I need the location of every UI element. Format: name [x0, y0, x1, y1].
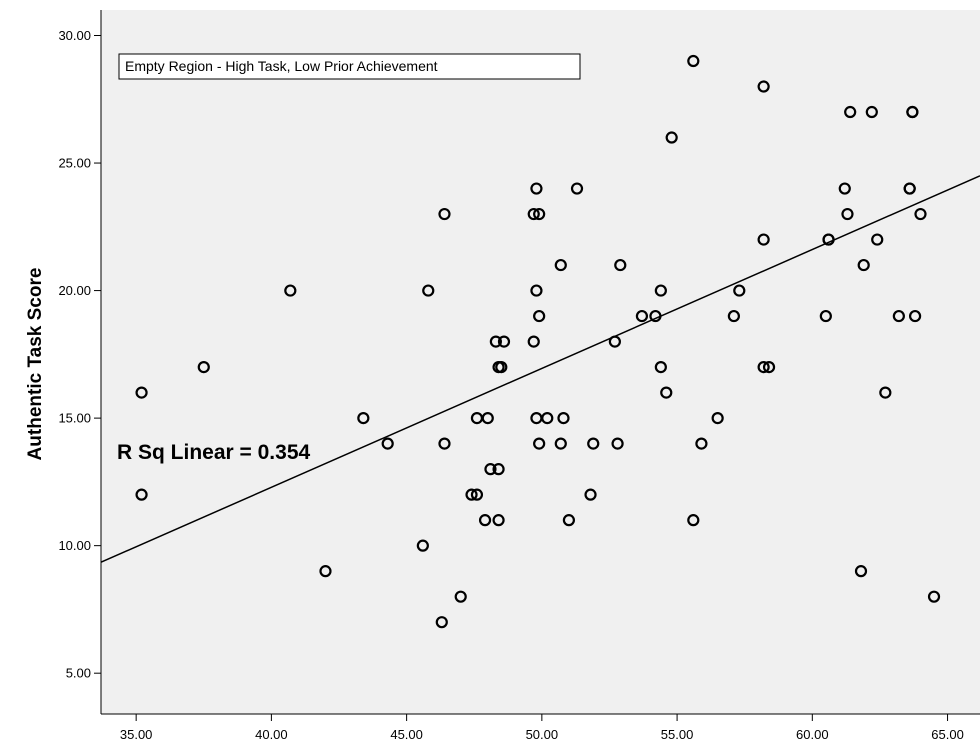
data-point	[665, 131, 678, 144]
data-point	[757, 233, 770, 246]
data-point	[695, 437, 708, 450]
data-point	[854, 565, 868, 578]
fit-label: R Sq Linear = 0.354	[117, 441, 310, 464]
data-point	[489, 335, 502, 348]
data-point	[454, 590, 467, 603]
x-tick-label: 50.00	[526, 727, 559, 742]
data-point	[465, 488, 478, 501]
data-point	[319, 565, 332, 578]
data-point	[711, 412, 724, 425]
y-tick-label: 20.00	[58, 283, 91, 298]
annotation-text: Empty Region - High Task, Low Prior Achi…	[125, 58, 438, 74]
y-tick-label: 10.00	[58, 538, 91, 553]
y-tick-label: 15.00	[58, 411, 91, 426]
y-axis-label: Authentic Task Score	[25, 268, 46, 461]
x-tick-label: 35.00	[120, 727, 153, 742]
data-point	[541, 412, 554, 425]
data-point	[416, 539, 429, 552]
data-point	[438, 437, 451, 450]
data-point	[197, 361, 210, 374]
data-point	[903, 182, 916, 195]
data-point	[865, 105, 878, 119]
data-point	[554, 258, 567, 272]
data-point	[614, 258, 627, 272]
data-point	[533, 207, 546, 221]
data-point	[527, 335, 540, 348]
y-tick-label: 5.00	[66, 666, 91, 681]
axes-group: 5.00 10.00 15.00 20.00 25.00 30.00 35.00 40.00 4…	[58, 10, 980, 742]
data-point	[481, 412, 494, 425]
data-point	[492, 463, 505, 476]
data-point	[554, 437, 567, 450]
x-tick-label: 45.00	[390, 727, 423, 742]
data-point	[649, 309, 662, 323]
data-point	[533, 437, 546, 450]
data-point	[435, 616, 448, 629]
data-point	[857, 258, 870, 272]
data-point	[822, 233, 835, 246]
data-point	[687, 54, 700, 68]
data-point	[484, 463, 497, 476]
data-point	[757, 361, 770, 374]
x-tick-label: 60.00	[796, 727, 829, 742]
y-tick-label: 25.00	[58, 156, 91, 171]
data-point	[135, 488, 148, 501]
data-point	[478, 514, 492, 527]
data-point	[654, 284, 667, 297]
data-point	[357, 412, 370, 425]
data-point	[492, 514, 505, 527]
data-point	[841, 207, 854, 221]
data-point	[530, 182, 543, 195]
data-point	[438, 207, 451, 221]
data-point	[654, 361, 667, 374]
data-point	[635, 309, 649, 323]
data-point	[819, 309, 832, 323]
data-point	[497, 335, 511, 348]
data-point	[844, 105, 857, 119]
data-point	[584, 488, 597, 501]
data-point	[608, 335, 621, 348]
annotation-box	[118, 53, 581, 80]
data-point	[687, 514, 700, 527]
x-tick-label: 40.00	[255, 727, 288, 742]
data-point	[557, 412, 570, 425]
data-point	[611, 437, 624, 450]
data-point	[762, 361, 776, 374]
data-point	[733, 284, 746, 297]
data-point	[871, 233, 884, 246]
data-point	[570, 182, 584, 195]
data-point	[135, 386, 148, 399]
x-tick-label: 55.00	[661, 727, 694, 742]
data-point	[757, 80, 770, 93]
data-point	[495, 361, 508, 374]
points-group	[135, 54, 941, 629]
data-point	[470, 488, 484, 501]
x-tick-label: 65.00	[931, 727, 964, 742]
data-point	[906, 105, 919, 119]
data-point	[914, 207, 927, 221]
y-tick-label: 30.00	[58, 28, 91, 43]
plot-area	[101, 10, 980, 714]
data-point	[838, 182, 851, 195]
data-point	[284, 284, 297, 297]
data-point	[562, 514, 575, 527]
annotation-group: Empty Region - High Task, Low Prior Achi…	[118, 53, 581, 80]
data-point	[727, 309, 740, 323]
data-point	[381, 437, 394, 450]
data-point	[530, 284, 543, 297]
data-point	[527, 207, 540, 221]
data-point	[422, 284, 435, 297]
data-point	[908, 309, 922, 323]
data-point	[892, 309, 905, 323]
data-point	[927, 590, 941, 603]
data-point	[879, 386, 892, 399]
data-point	[660, 386, 673, 399]
data-point	[587, 437, 600, 450]
data-point	[533, 309, 546, 323]
